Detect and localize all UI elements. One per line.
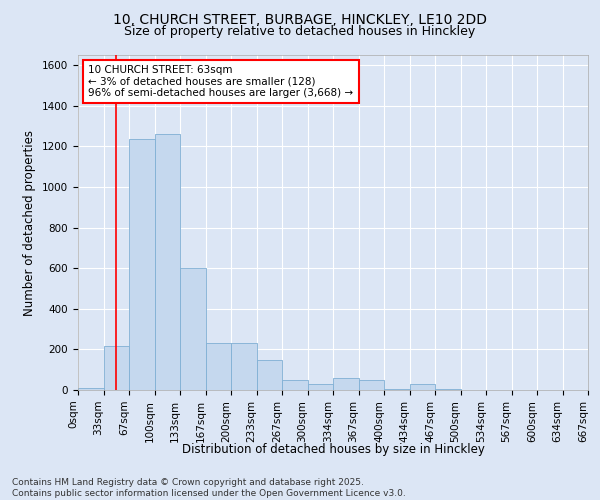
Bar <box>78 388 104 390</box>
Text: 10 CHURCH STREET: 63sqm
← 3% of detached houses are smaller (128)
96% of semi-de: 10 CHURCH STREET: 63sqm ← 3% of detached… <box>88 65 353 98</box>
Bar <box>435 389 461 390</box>
Bar <box>282 380 308 390</box>
Text: Size of property relative to detached houses in Hinckley: Size of property relative to detached ho… <box>124 25 476 38</box>
Text: Contains HM Land Registry data © Crown copyright and database right 2025.
Contai: Contains HM Land Registry data © Crown c… <box>12 478 406 498</box>
Bar <box>180 268 205 390</box>
Bar <box>231 344 257 390</box>
Bar <box>129 140 155 390</box>
Bar <box>384 389 409 390</box>
Bar <box>409 384 435 390</box>
Bar <box>257 360 282 390</box>
Bar <box>205 344 231 390</box>
Bar <box>155 134 180 390</box>
Bar <box>308 384 333 390</box>
Text: 10, CHURCH STREET, BURBAGE, HINCKLEY, LE10 2DD: 10, CHURCH STREET, BURBAGE, HINCKLEY, LE… <box>113 12 487 26</box>
Bar <box>104 346 129 390</box>
Bar <box>333 378 359 390</box>
Y-axis label: Number of detached properties: Number of detached properties <box>23 130 37 316</box>
Bar <box>359 380 384 390</box>
Text: Distribution of detached houses by size in Hinckley: Distribution of detached houses by size … <box>182 442 484 456</box>
